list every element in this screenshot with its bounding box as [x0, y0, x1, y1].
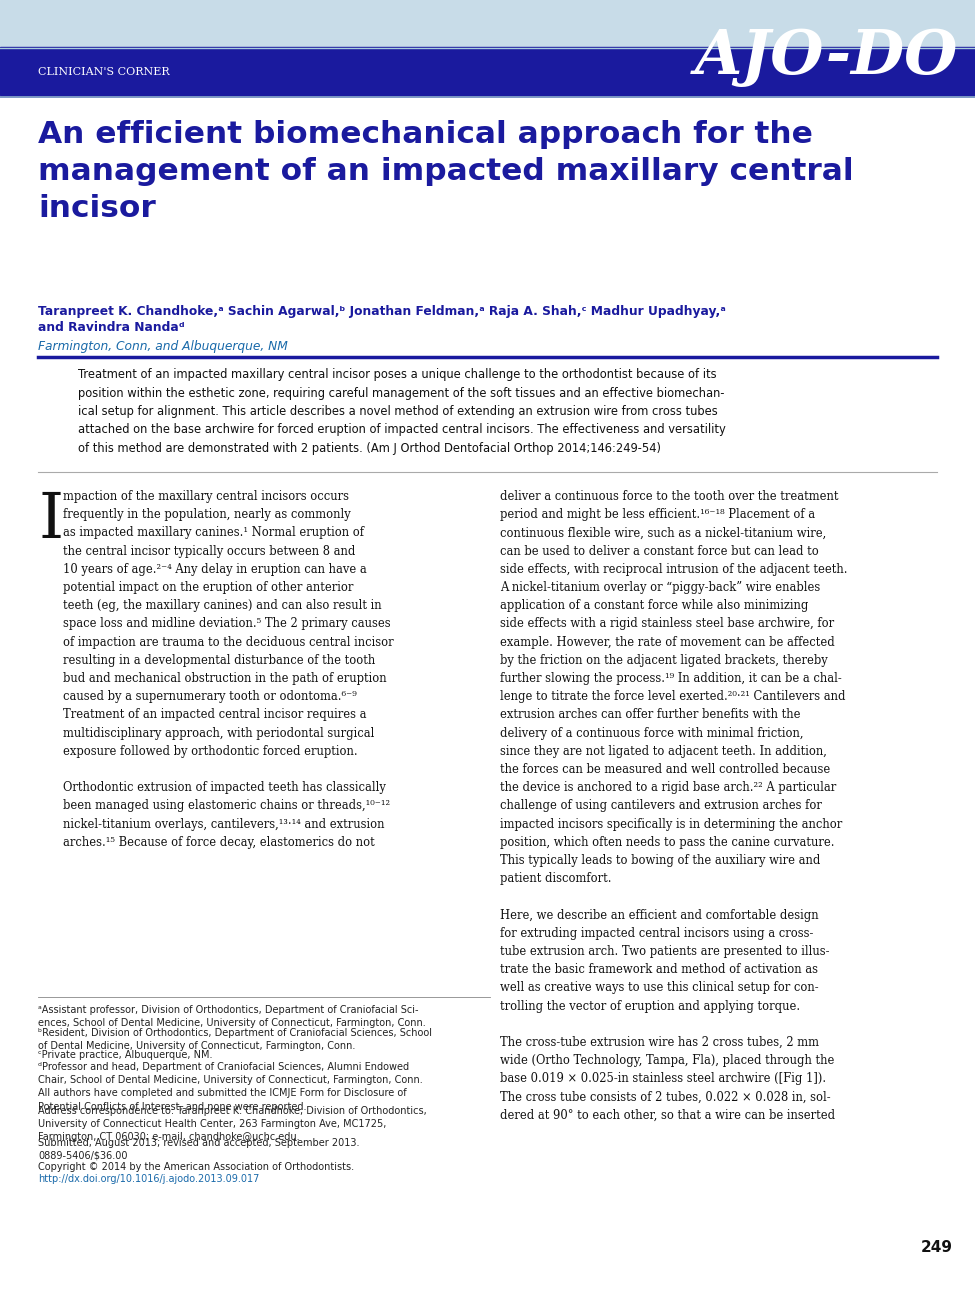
Text: Treatment of an impacted maxillary central incisor poses a unique challenge to t: Treatment of an impacted maxillary centr…	[78, 368, 725, 455]
Text: AJO-DO: AJO-DO	[695, 27, 958, 87]
Text: 0889-5406/$36.00: 0889-5406/$36.00	[38, 1151, 128, 1160]
Text: ᶜPrivate practice, Albuquerque, NM.: ᶜPrivate practice, Albuquerque, NM.	[38, 1051, 213, 1060]
Text: and Ravindra Nandaᵈ: and Ravindra Nandaᵈ	[38, 321, 184, 334]
Text: ᵈProfessor and head, Department of Craniofacial Sciences, Alumni Endowed
Chair, : ᵈProfessor and head, Department of Crani…	[38, 1062, 423, 1112]
Text: I: I	[38, 489, 63, 551]
Bar	[0, 0, 975, 50]
Text: mpaction of the maxillary central incisors occurs
frequently in the population, : mpaction of the maxillary central inciso…	[63, 489, 394, 848]
Text: CLINICIAN'S CORNER: CLINICIAN'S CORNER	[38, 67, 170, 77]
Text: Address correspondence to: Taranpreet K. Chandhoke, Division of Orthodontics,
Un: Address correspondence to: Taranpreet K.…	[38, 1105, 427, 1142]
Text: Farmington, Conn, and Albuquerque, NM: Farmington, Conn, and Albuquerque, NM	[38, 341, 288, 352]
Text: http://dx.doi.org/10.1016/j.ajodo.2013.09.017: http://dx.doi.org/10.1016/j.ajodo.2013.0…	[38, 1174, 259, 1185]
Bar	[0, 47, 975, 95]
Text: Submitted, August 2013; revised and accepted, September 2013.: Submitted, August 2013; revised and acce…	[38, 1138, 360, 1148]
Text: ᵃAssistant professor, Division of Orthodontics, Department of Craniofacial Sci-
: ᵃAssistant professor, Division of Orthod…	[38, 1005, 426, 1028]
Text: 249: 249	[921, 1240, 953, 1254]
Text: Copyright © 2014 by the American Association of Orthodontists.: Copyright © 2014 by the American Associa…	[38, 1163, 354, 1172]
Text: ᵇResident, Division of Orthodontics, Department of Craniofacial Sciences, School: ᵇResident, Division of Orthodontics, Dep…	[38, 1027, 432, 1051]
Text: An efficient biomechanical approach for the
management of an impacted maxillary : An efficient biomechanical approach for …	[38, 120, 854, 223]
Text: deliver a continuous force to the tooth over the treatment
period and might be l: deliver a continuous force to the tooth …	[500, 489, 847, 1122]
Text: Taranpreet K. Chandhoke,ᵃ Sachin Agarwal,ᵇ Jonathan Feldman,ᵃ Raja A. Shah,ᶜ Mad: Taranpreet K. Chandhoke,ᵃ Sachin Agarwal…	[38, 305, 725, 318]
